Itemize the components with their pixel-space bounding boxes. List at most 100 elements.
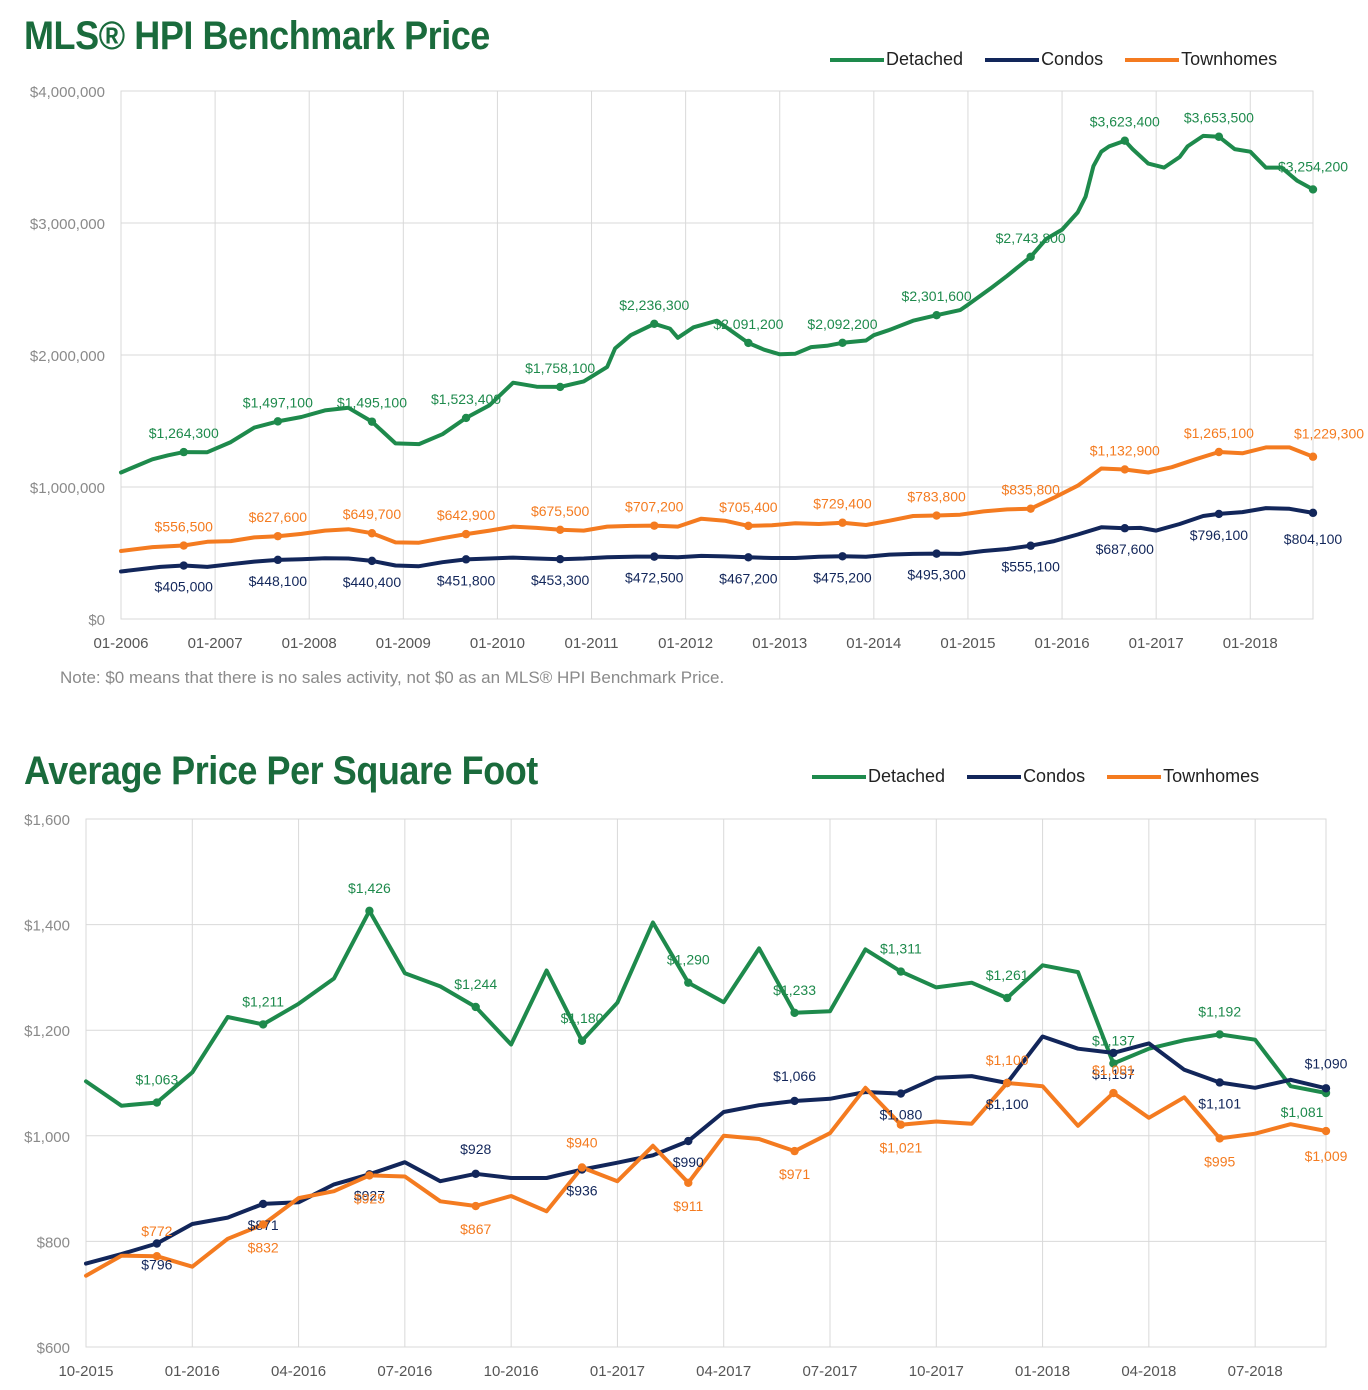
data-label-detached: $1,758,100 (525, 360, 595, 376)
data-point-condos (790, 1096, 799, 1106)
benchmark-price-chart: $0 $1,000,000 $2,000,000 $3,000,000 $4,000,0… (24, 14, 1364, 687)
data-label-detached: $2,091,200 (713, 316, 783, 332)
data-label-condos: $1,080 (879, 1107, 922, 1123)
data-label-condos: $927 (354, 1187, 385, 1203)
data-label-condos: $1,100 (986, 1096, 1029, 1112)
data-point-detached (1308, 185, 1318, 194)
data-label-townhomes: $1,229,300 (1294, 426, 1364, 442)
data-label-condos: $451,800 (437, 572, 496, 588)
legend-swatch-detached (812, 774, 866, 779)
legend-swatch-townhomes (1125, 57, 1180, 62)
data-point-condos (684, 1136, 693, 1146)
data-label-detached: $1,081 (1281, 1104, 1324, 1120)
data-point-townhomes (555, 525, 565, 535)
data-point-townhomes (1026, 504, 1035, 513)
series-line-townhomes (119, 445, 1315, 553)
data-label-detached: $1,192 (1198, 1003, 1241, 1019)
data-label-condos: $796,100 (1190, 527, 1249, 543)
data-point-detached (461, 413, 471, 423)
legend-item-condos: Condos (967, 766, 1085, 787)
data-point-condos (1308, 508, 1318, 518)
x-tick-label: 04-2016 (271, 1363, 326, 1380)
data-point-condos (1321, 1084, 1331, 1093)
data-label-townhomes: $556,500 (155, 519, 214, 535)
legend-label-detached: Detached (868, 766, 946, 786)
data-label-condos: $1,101 (1198, 1095, 1241, 1111)
data-point-detached (1215, 1030, 1224, 1039)
data-point-townhomes (838, 518, 847, 527)
data-label-townhomes: $675,500 (531, 503, 590, 519)
data-point-townhomes (179, 541, 188, 550)
data-label-condos: $405,000 (155, 579, 214, 595)
data-point-detached (932, 310, 941, 320)
data-point-condos (152, 1239, 162, 1248)
data-label-townhomes: $1,081 (1092, 1062, 1135, 1078)
data-point-townhomes (684, 1178, 693, 1187)
data-label-condos: $687,600 (1096, 541, 1155, 557)
x-tick-label: 01-2015 (940, 635, 995, 652)
data-label-condos: $472,500 (625, 570, 684, 586)
data-label-townhomes: $911 (673, 1198, 703, 1214)
data-point-detached (1002, 993, 1012, 1003)
data-point-detached (273, 417, 283, 426)
data-label-condos: $928 (460, 1141, 491, 1157)
data-label-townhomes: $925 (354, 1190, 385, 1206)
data-point-townhomes (461, 529, 471, 539)
data-label-townhomes: $729,400 (813, 496, 872, 512)
data-label-detached: $2,301,600 (902, 288, 972, 304)
data-label-townhomes: $707,200 (625, 499, 684, 515)
data-point-condos (1109, 1048, 1118, 1058)
data-point-detached (179, 447, 188, 457)
data-label-townhomes: $705,400 (719, 499, 778, 515)
legend-item-condos: Condos (985, 49, 1103, 70)
data-label-townhomes: $627,600 (249, 509, 308, 525)
x-tick-label: 01-2017 (590, 1363, 645, 1380)
x-tick-label: 01-2018 (1223, 635, 1278, 652)
data-point-townhomes (932, 511, 941, 520)
y-tick-label: $2,000,000 (30, 348, 105, 365)
data-point-condos (1026, 541, 1035, 550)
x-tick-label: 01-2018 (1015, 1363, 1070, 1380)
data-label-condos: $796 (141, 1257, 172, 1273)
x-tick-label: 01-2013 (752, 635, 807, 652)
data-point-townhomes (1215, 1134, 1224, 1143)
data-point-townhomes (258, 1220, 268, 1229)
data-point-condos (555, 554, 565, 564)
data-label-condos: $1,157 (1092, 1066, 1135, 1082)
data-label-townhomes: $642,900 (437, 507, 496, 523)
data-point-detached (152, 1098, 162, 1107)
data-point-detached (365, 906, 374, 916)
data-point-condos (179, 561, 188, 570)
data-point-townhomes (1002, 1078, 1012, 1088)
data-point-townhomes (896, 1120, 906, 1129)
y-tick-label: $4,000,000 (30, 84, 105, 101)
legend-swatch-townhomes (1107, 774, 1162, 779)
data-point-townhomes (471, 1201, 480, 1211)
x-tick-label: 01-2008 (282, 635, 337, 652)
y-tick-label: $1,400 (24, 918, 70, 935)
data-label-condos: $990 (673, 1154, 704, 1170)
legend-label-condos: Condos (1023, 766, 1086, 786)
x-tick-label: 01-2009 (376, 635, 431, 652)
data-point-detached (258, 1020, 268, 1029)
x-tick-label: 01-2016 (1035, 635, 1090, 652)
data-point-condos (838, 552, 847, 561)
data-point-townhomes (1120, 465, 1129, 474)
data-label-detached: $1,264,300 (149, 425, 219, 441)
y-tick-label: $3,000,000 (30, 216, 105, 233)
data-label-townhomes: $971 (779, 1166, 810, 1182)
data-label-condos: $475,200 (813, 569, 872, 585)
data-point-detached (367, 417, 377, 426)
data-label-condos: $1,066 (773, 1068, 816, 1084)
data-label-townhomes: $1,265,100 (1184, 425, 1254, 441)
data-point-detached (838, 338, 847, 348)
data-point-condos (1214, 509, 1224, 519)
data-label-detached: $2,092,200 (807, 316, 877, 332)
data-label-detached: $1,244 (454, 976, 497, 992)
x-tick-label: 07-2016 (377, 1363, 432, 1380)
data-label-detached: $2,236,300 (619, 297, 689, 313)
y-tick-label: $1,600 (24, 812, 70, 829)
data-label-detached: $1,495,100 (337, 395, 407, 411)
legend-label-detached: Detached (886, 49, 964, 69)
data-point-condos (273, 555, 283, 565)
